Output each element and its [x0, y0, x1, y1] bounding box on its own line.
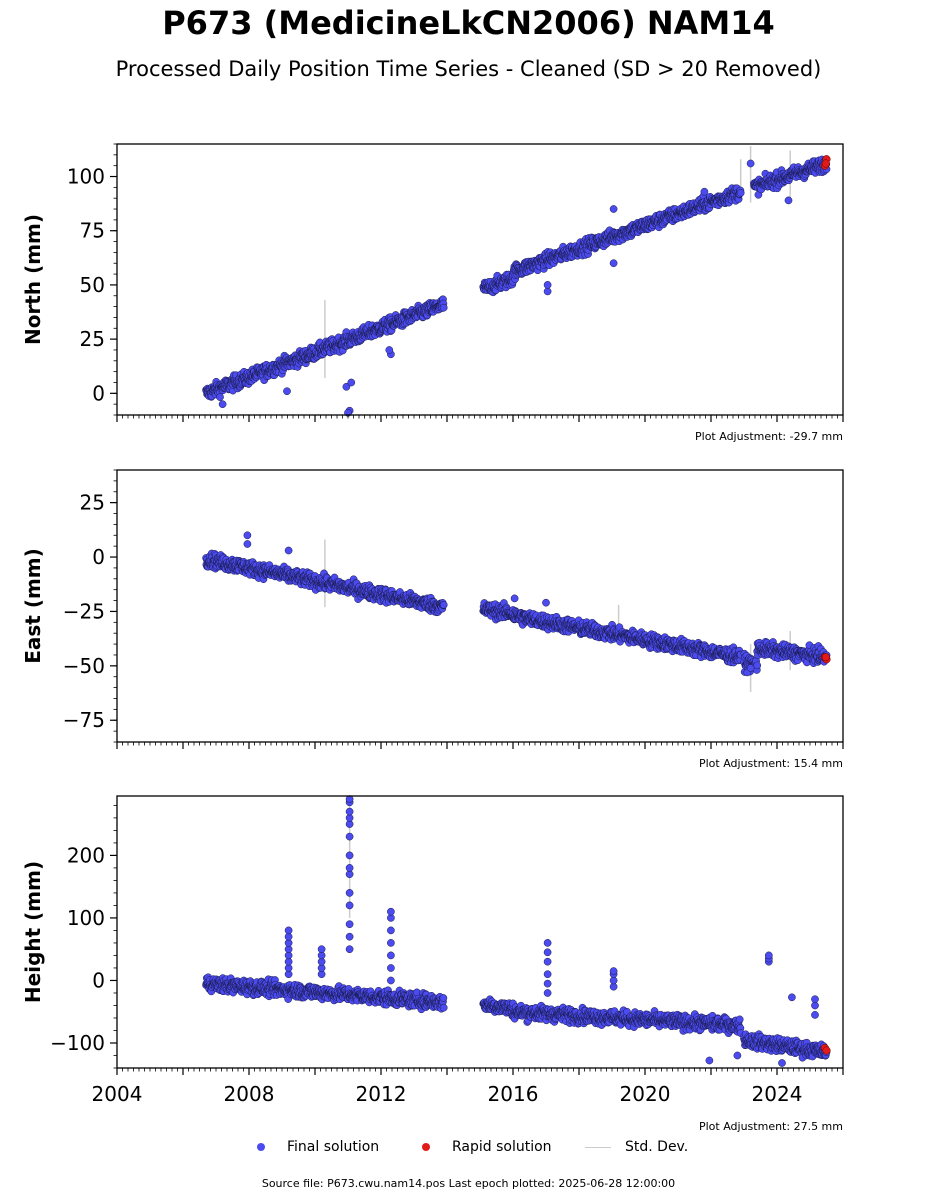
final-solution-point: [736, 189, 745, 197]
y-tick-label: 25: [80, 491, 105, 515]
final-solution-point: [439, 303, 448, 312]
y-axis-label: North (mm): [21, 214, 45, 345]
panel-1: 0 25 50 75 100 North (mm) Plot Adjustment: -29…: [21, 143, 844, 443]
final-solution-point: [543, 281, 552, 289]
y-axis-label: East (mm): [21, 548, 45, 664]
final-solution-point: [609, 205, 618, 213]
final-solution-point: [347, 378, 356, 387]
final-solution-point: [216, 393, 224, 401]
y-tick-label: −50: [63, 654, 105, 678]
final-solution-point: [542, 598, 550, 607]
y-tick-label: 25: [80, 327, 105, 351]
final-solution-point: [385, 346, 394, 354]
final-solution-point: [439, 1003, 448, 1012]
plot-frame: [116, 143, 844, 416]
final-solution-point: [746, 159, 755, 168]
final-solution-point: [218, 400, 227, 409]
y-tick-label: 0: [92, 545, 105, 569]
panel-2: −75 −50 −25 0 25 East (mm) Plot Adjustment: 15…: [21, 469, 844, 770]
chart-subtitle: Processed Daily Position Time Series - C…: [115, 57, 822, 81]
final-solution-point: [510, 594, 519, 603]
final-solution-point: [609, 259, 618, 268]
plot-adjustment-label: Plot Adjustment: 15.4 mm: [699, 757, 843, 770]
y-tick-label: 50: [80, 273, 105, 297]
y-tick-label: −25: [63, 599, 105, 623]
final-solution-point: [243, 531, 252, 540]
y-tick-label: −75: [63, 708, 105, 732]
final-solution-point: [700, 187, 709, 196]
final-solution-point: [284, 546, 293, 555]
y-tick-label: 0: [92, 381, 105, 405]
final-solution-point: [543, 287, 552, 296]
final-solution-point: [753, 661, 762, 670]
final-solution-point: [439, 994, 448, 1002]
final-solution-point: [784, 196, 793, 205]
final-solution-point: [283, 387, 291, 396]
y-tick-label: 100: [67, 165, 105, 189]
rapid-solution-point: [821, 159, 830, 168]
rapid-solution-point: [821, 653, 830, 662]
final-solution-point: [746, 664, 755, 672]
plot-adjustment-label: Plot Adjustment: -29.7 mm: [695, 430, 843, 443]
y-tick-label: 75: [80, 219, 105, 243]
final-solution-point: [243, 540, 252, 548]
chart-title: P673 (MedicineLkCN2006) NAM14: [162, 4, 775, 42]
final-solution-point: [439, 600, 448, 609]
